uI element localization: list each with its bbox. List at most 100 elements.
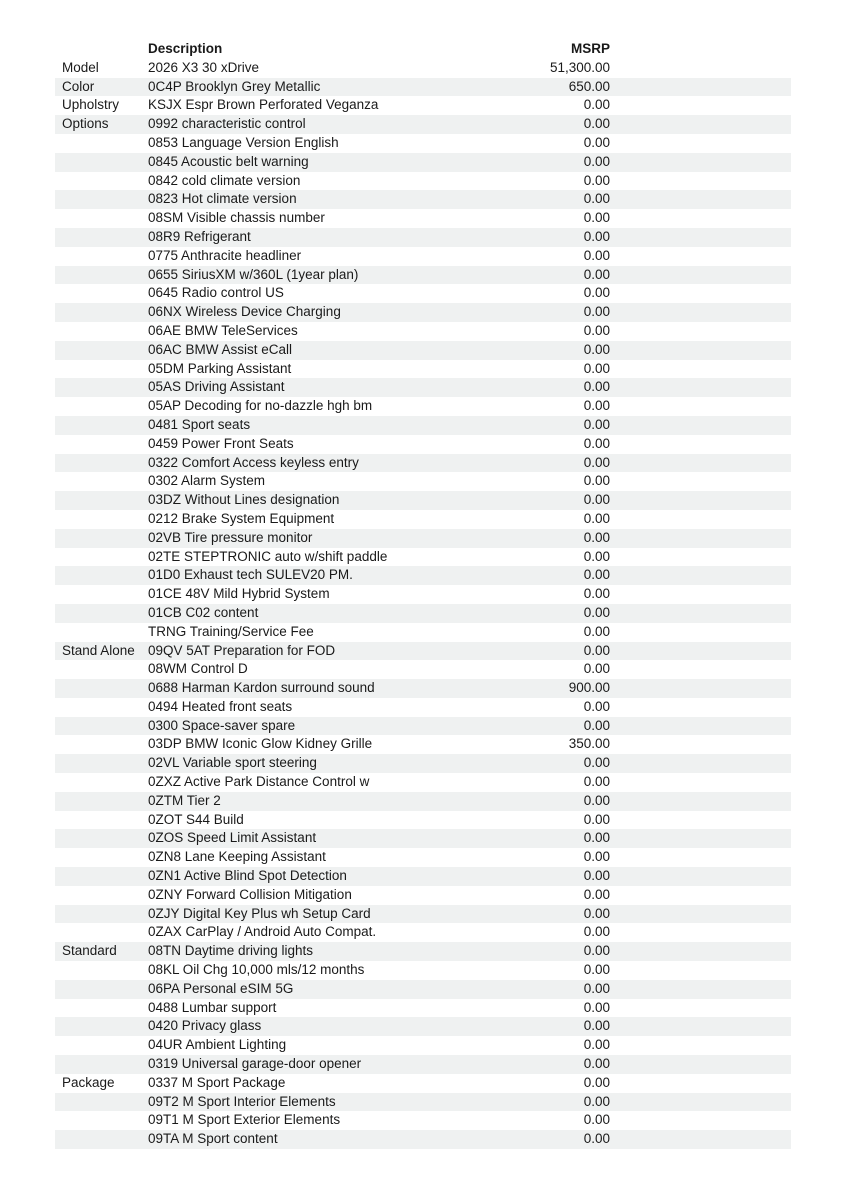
row-description: 03DZ Without Lines designation [148, 492, 340, 508]
row-description: 0655 SiriusXM w/360L (1year plan) [148, 266, 359, 282]
row-category [55, 585, 148, 604]
table-row: 0ZOT S44 Build 0.00 [55, 811, 791, 830]
table-row: 09T2 M Sport Interior Elements 0.00 [55, 1092, 791, 1112]
row-msrp: 0.00 [583, 1056, 610, 1072]
row-category [55, 961, 148, 980]
row-description: 05AS Driving Assistant [148, 379, 285, 395]
vehicle-options-table: Description MSRP Model 2026 X3 30 xDrive… [55, 40, 791, 1150]
row-description: 02TE STEPTRONIC auto w/shift paddle [148, 548, 388, 564]
table-row: 01D0 Exhaust tech SULEV20 PM. 0.00 [55, 566, 791, 586]
table-row: 04UR Ambient Lighting 0.00 [55, 1036, 791, 1055]
row-spacer [610, 773, 791, 792]
row-category [55, 829, 148, 848]
row-msrp: 0.00 [583, 924, 610, 940]
row-spacer [610, 341, 791, 360]
row-msrp: 0.00 [583, 755, 610, 771]
row-category [55, 341, 148, 360]
row-category [55, 923, 148, 942]
row-category [55, 735, 148, 754]
row-category [55, 378, 148, 397]
row-spacer [610, 923, 791, 942]
table-row: 0842 cold climate version 0.00 [55, 172, 791, 191]
row-description: 02VB Tire pressure monitor [148, 529, 313, 545]
row-msrp: 0.00 [583, 379, 610, 395]
table-row: 0488 Lumbar support 0.00 [55, 999, 791, 1018]
row-spacer [610, 792, 791, 811]
row-description: 09TA M Sport content [148, 1131, 278, 1147]
table-row: 02VL Variable sport steering 0.00 [55, 754, 791, 774]
row-spacer [610, 1130, 791, 1149]
row-msrp: 0.00 [583, 698, 610, 714]
row-msrp: 0.00 [583, 210, 610, 226]
row-spacer [610, 435, 791, 454]
row-description: 06AE BMW TeleServices [148, 322, 298, 338]
row-spacer [610, 980, 791, 999]
row-msrp: 0.00 [583, 492, 610, 508]
row-spacer [610, 735, 791, 754]
row-msrp: 0.00 [583, 1131, 610, 1147]
row-msrp: 0.00 [583, 567, 610, 583]
row-category [55, 435, 148, 454]
table-row: 08WM Control D 0.00 [55, 660, 791, 679]
row-spacer [610, 378, 791, 397]
row-spacer [610, 585, 791, 604]
row-spacer [610, 642, 791, 661]
row-description: 01CB C02 content [148, 604, 259, 620]
row-spacer [610, 604, 791, 623]
table-row: 05AS Driving Assistant 0.00 [55, 378, 791, 398]
row-description: 09T1 M Sport Exterior Elements [148, 1112, 341, 1128]
table-row: Stand Alone 09QV 5AT Preparation for FOD… [55, 641, 791, 661]
row-spacer [610, 679, 791, 698]
row-spacer [610, 59, 791, 78]
row-category [55, 472, 148, 491]
row-msrp: 0.00 [583, 341, 610, 357]
row-spacer [610, 360, 791, 379]
table-row: 0ZN1 Active Blind Spot Detection 0.00 [55, 867, 791, 886]
row-spacer [610, 284, 791, 303]
row-spacer [610, 961, 791, 980]
row-description: 0459 Power Front Seats [148, 435, 294, 451]
table-row: 0ZNY Forward Collision Mitigation 0.00 [55, 886, 791, 905]
row-spacer [610, 115, 791, 134]
row-spacer [610, 698, 791, 717]
row-msrp: 0.00 [583, 868, 610, 884]
row-msrp: 0.00 [583, 943, 610, 959]
row-description: 0ZOS Speed Limit Assistant [148, 830, 317, 846]
row-spacer [610, 1093, 791, 1112]
row-category [55, 905, 148, 924]
table-row: 0ZJY Digital Key Plus wh Setup Card 0.00 [55, 904, 791, 924]
row-spacer [610, 1111, 791, 1130]
row-category [55, 454, 148, 473]
row-description: 0853 Language Version English [148, 134, 339, 150]
row-category [55, 1036, 148, 1055]
row-msrp: 0.00 [583, 172, 610, 188]
row-description: 06NX Wireless Device Charging [148, 304, 341, 320]
row-msrp: 0.00 [583, 548, 610, 564]
header-spacer [610, 40, 791, 59]
table-row: 08KL Oil Chg 10,000 mls/12 months 0.00 [55, 961, 791, 980]
table-row: 0775 Anthracite headliner 0.00 [55, 247, 791, 266]
row-msrp: 0.00 [583, 1037, 610, 1053]
table-row: 06PA Personal eSIM 5G 0.00 [55, 979, 791, 999]
row-msrp: 0.00 [583, 604, 610, 620]
row-msrp: 0.00 [583, 134, 610, 150]
row-description: 2026 X3 30 xDrive [148, 59, 260, 75]
table-row: 0420 Privacy glass 0.00 [55, 1017, 791, 1037]
row-description: KSJX Espr Brown Perforated Veganza [148, 97, 379, 113]
row-spacer [610, 942, 791, 961]
table-row: 03DZ Without Lines designation 0.00 [55, 491, 791, 510]
table-row: 0845 Acoustic belt warning 0.00 [55, 152, 791, 172]
table-row: 05AP Decoding for no-dazzle hgh bm 0.00 [55, 397, 791, 416]
row-description: 0212 Brake System Equipment [148, 510, 335, 526]
row-msrp: 0.00 [583, 623, 610, 639]
row-description: 0823 Hot climate version [148, 191, 297, 207]
table-row: Upholstry KSJX Espr Brown Perforated Veg… [55, 96, 791, 115]
row-description: 08R9 Refrigerant [148, 228, 251, 244]
table-row: 0655 SiriusXM w/360L (1year plan) 0.00 [55, 265, 791, 285]
row-msrp: 0.00 [583, 811, 610, 827]
table-row: 01CE 48V Mild Hybrid System 0.00 [55, 585, 791, 604]
row-description: 0ZN1 Active Blind Spot Detection [148, 868, 347, 884]
row-category [55, 698, 148, 717]
row-msrp: 0.00 [583, 999, 610, 1015]
